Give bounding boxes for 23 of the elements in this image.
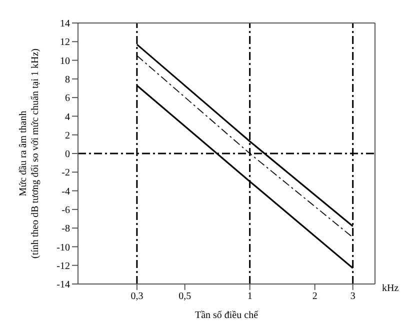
y-tick-label: 10 — [60, 56, 70, 67]
x-tick-label: 3 — [350, 291, 356, 302]
y-tick-label: 12 — [60, 37, 70, 48]
x-tick-label: 0,3 — [130, 291, 144, 302]
y-axis-title: Mức đầu ra âm thanh (tính theo dB tương đối so với mức chuẩn tại 1 kHz) — [18, 48, 41, 258]
y-tick-label: 6 — [65, 93, 70, 104]
y-tick-label: -14 — [56, 280, 70, 291]
y-tick-label: 14 — [60, 18, 70, 30]
y-tick-label: 4 — [65, 112, 70, 123]
y-tick-label: -4 — [62, 186, 70, 198]
y-tick-label: -12 — [56, 260, 70, 272]
x-tick-label: 0,5 — [178, 291, 192, 302]
text: kHz — [382, 283, 399, 294]
y-tick-label: -2 — [62, 168, 70, 179]
y-tick-label: 2 — [65, 130, 70, 142]
x-tick-label: 1 — [247, 291, 252, 302]
y-tick-label: -10 — [56, 242, 70, 254]
y-tick-label: -6 — [62, 204, 70, 216]
y-tick-label: 8 — [65, 74, 70, 86]
y-tick-label: -8 — [62, 224, 70, 235]
x-axis-title: Tần số điều chế — [194, 310, 259, 321]
y-tick-label: 0 — [65, 149, 70, 160]
x-tick-label: 2 — [312, 291, 318, 302]
